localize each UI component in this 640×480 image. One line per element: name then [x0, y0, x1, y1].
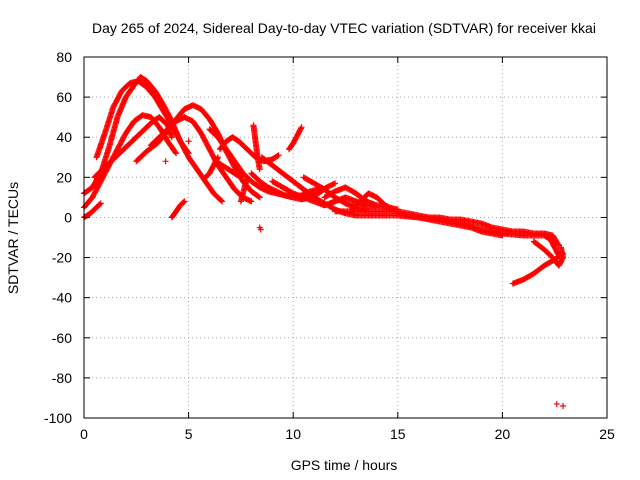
x-tick-label: 5	[185, 426, 193, 442]
y-axis-label: SDTVAR / TECUs	[5, 182, 21, 294]
data-point-marker	[244, 176, 251, 183]
x-tick-label: 15	[390, 426, 406, 442]
series-track-t	[530, 238, 567, 269]
data-point-marker	[298, 124, 305, 131]
data-point-marker	[256, 166, 263, 173]
data-point-marker	[97, 200, 104, 207]
data-point-marker	[257, 226, 264, 233]
data-point-marker	[499, 232, 506, 239]
data-point-marker	[553, 400, 560, 407]
y-tick-label: 0	[64, 209, 72, 225]
data-point-marker	[218, 197, 225, 204]
series-track-b	[93, 78, 192, 161]
y-tick-label: -80	[52, 370, 72, 386]
data-point-marker	[168, 134, 175, 141]
data-point-marker	[96, 201, 103, 208]
y-tick-label: -40	[52, 290, 72, 306]
data-point-marker	[185, 150, 192, 157]
x-tick-label: 0	[80, 426, 88, 442]
y-tick-label: 60	[56, 89, 72, 105]
data-point-marker	[181, 198, 188, 205]
data-point-marker	[237, 174, 244, 181]
series-track-r	[394, 210, 506, 239]
data-point-marker	[256, 194, 263, 201]
series-track-w	[202, 154, 221, 181]
series-track-s	[509, 250, 567, 287]
data-point-marker	[274, 152, 281, 159]
series-isolated	[162, 138, 567, 409]
series-track-x	[237, 176, 251, 205]
y-tick-label: -60	[52, 330, 72, 346]
series-track-z	[286, 124, 305, 153]
chart-title: Day 265 of 2024, Sidereal Day-to-day VTE…	[92, 20, 596, 36]
data-point-marker	[555, 241, 562, 248]
data-point-marker	[275, 152, 282, 159]
x-tick-label: 20	[495, 426, 511, 442]
data-point-marker	[185, 138, 192, 145]
y-tick-label: 40	[56, 129, 72, 145]
series-track-v	[168, 198, 188, 221]
data-point-marker	[162, 158, 169, 165]
data-point-marker	[557, 244, 564, 251]
series-track-f	[147, 114, 255, 205]
data-point-marker	[173, 150, 180, 157]
data-point-marker	[248, 198, 255, 205]
data-point-marker	[297, 125, 304, 132]
data-point-marker	[214, 154, 221, 161]
axis-ticks: 0 5 10 15 20 25 -100 -80 -60 -40 -20 0 20 40 60 80	[44, 49, 615, 442]
y-tick-label: 80	[56, 49, 72, 65]
data-point-marker	[180, 199, 187, 206]
data-point-marker	[219, 198, 226, 205]
data-point-marker	[184, 149, 191, 156]
x-tick-label: 25	[599, 426, 615, 442]
plot-frame	[83, 56, 608, 419]
data-point-marker	[560, 402, 567, 409]
y-tick-label: 20	[56, 169, 72, 185]
data-point-marker	[172, 149, 179, 156]
data-point-marker	[236, 173, 243, 180]
series-track-y	[250, 122, 263, 173]
y-tick-label: -100	[44, 410, 72, 426]
series-track-p	[332, 208, 562, 249]
x-axis-label: GPS time / hours	[291, 457, 398, 473]
y-tick-label: -20	[52, 250, 72, 266]
data-points	[81, 74, 567, 409]
data-point-marker	[332, 180, 339, 187]
data-point-marker	[255, 193, 262, 200]
x-tick-label: 10	[285, 426, 301, 442]
